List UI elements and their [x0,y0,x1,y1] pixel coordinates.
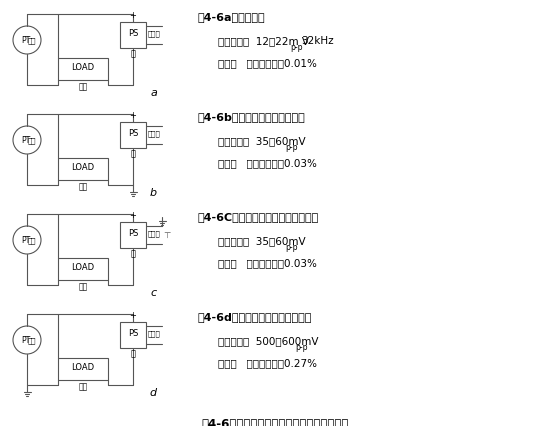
Text: 电源: 电源 [28,337,36,344]
Text: +: + [130,111,136,120]
Text: －: － [130,49,135,58]
Text: 32kHz: 32kHz [301,36,334,46]
Text: PS: PS [128,230,138,239]
Bar [120,322,146,348]
Text: LOAD: LOAD [72,164,95,173]
Text: 电源: 电源 [28,237,36,244]
Text: 图4-6a非接地系统: 图4-6a非接地系统 [198,12,266,22]
Bar [58,58,108,80]
Text: c: c [151,288,157,298]
Text: 图4-6C变送器的正端和电源之间接地: 图4-6C变送器的正端和电源之间接地 [198,212,319,222]
Bar [120,122,146,148]
Text: 电源: 电源 [28,137,36,144]
Text: a: a [150,88,157,98]
Bar [120,22,146,48]
Text: LOAD: LOAD [72,63,95,72]
Text: d: d [150,388,157,398]
Text: PS: PS [128,29,138,38]
Text: 附加电压：  500～600mV: 附加电压： 500～600mV [218,336,318,346]
Text: p-p: p-p [285,143,298,152]
Text: +: + [130,311,136,320]
Text: 附加电压：  35～60mV: 附加电压： 35～60mV [218,236,306,246]
Text: －: － [130,349,135,358]
Text: 负载: 负载 [78,82,87,91]
Text: PT: PT [21,236,30,245]
Text: 影响：   最大为量程的0.03%: 影响： 最大为量程的0.03% [218,258,317,268]
Text: 图4-6d变送器负端和负载之间接地: 图4-6d变送器负端和负载之间接地 [198,312,312,322]
Text: p-p: p-p [290,43,303,52]
Text: 附加电压：  12～22m V: 附加电压： 12～22m V [218,36,309,46]
Text: PT: PT [21,136,30,145]
Text: PT: PT [21,336,30,345]
Text: +: + [130,211,136,220]
Text: 影响：   最大为量程的0.01%: 影响： 最大为量程的0.01% [218,58,317,68]
Bar [58,158,108,180]
Text: p-p: p-p [295,343,307,352]
Text: p-p: p-p [285,243,298,252]
Text: PT: PT [21,36,30,45]
Bar [120,222,146,248]
Text: 负载: 负载 [78,282,87,291]
Text: +: + [130,11,136,20]
Text: 影响：   最大为量程的0.27%: 影响： 最大为量程的0.27% [218,358,317,368]
Text: 变送器: 变送器 [148,331,161,337]
Text: －: － [130,249,135,258]
Text: 附加电压：  35～60mV: 附加电压： 35～60mV [218,136,306,146]
Text: 图4-6接地时快速采样计算机在精度上的影响: 图4-6接地时快速采样计算机在精度上的影响 [201,418,349,426]
Text: 影响：   最大为量程的0.03%: 影响： 最大为量程的0.03% [218,158,317,168]
Text: 图4-6b电源负端和负载之间接地: 图4-6b电源负端和负载之间接地 [198,112,306,122]
Text: 变送器: 变送器 [148,131,161,137]
Text: LOAD: LOAD [72,264,95,273]
Bar [58,358,108,380]
Text: 负载: 负载 [78,382,87,391]
Text: PS: PS [128,130,138,138]
Text: LOAD: LOAD [72,363,95,372]
Text: 负载: 负载 [78,182,87,191]
Text: ⊤: ⊤ [163,230,170,239]
Text: －: － [130,149,135,158]
Bar [58,258,108,280]
Text: 电源: 电源 [28,37,36,43]
Text: b: b [150,188,157,198]
Text: 变送器: 变送器 [148,231,161,237]
Text: PS: PS [128,329,138,339]
Text: 变送器: 变送器 [148,31,161,37]
